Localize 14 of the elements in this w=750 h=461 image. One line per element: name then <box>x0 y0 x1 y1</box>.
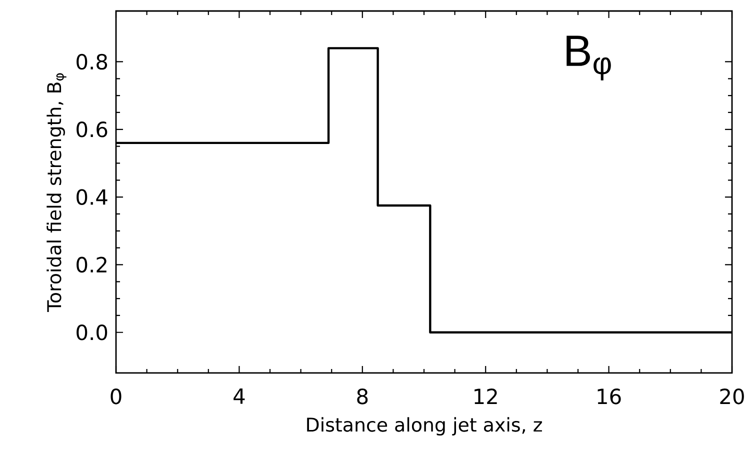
y-axis-title: Toroidal field strength, B$_{φ}$ <box>46 73 66 312</box>
y-tick-label: 0.0 <box>76 324 108 340</box>
x-axis-title: Distance along jet axis, z <box>307 417 542 436</box>
y-tick-label: 0.2 <box>76 256 106 273</box>
annotation: B$_{φ}$ <box>566 36 611 80</box>
y-tick-label: 0.4 <box>76 189 108 205</box>
x-tick-label: 0 <box>110 388 122 404</box>
x-tick-label: 8 <box>357 388 368 404</box>
y-tick-label: 0.8 <box>76 54 108 70</box>
x-tick-label: 16 <box>598 388 621 404</box>
x-tick-label: 12 <box>474 388 497 404</box>
y-tick-label: 0.6 <box>76 121 108 138</box>
x-tick-label: 4 <box>234 388 245 404</box>
x-tick-label: 20 <box>720 388 744 404</box>
